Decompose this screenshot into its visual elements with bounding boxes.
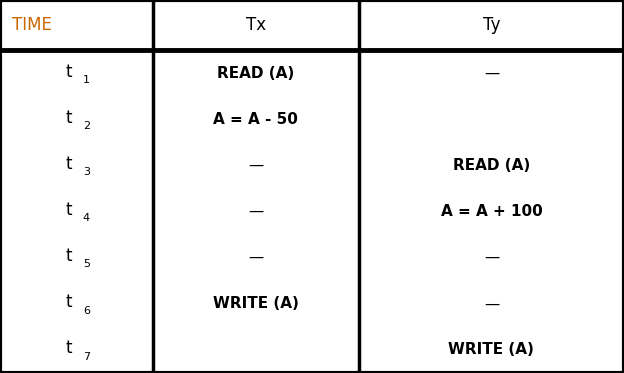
Text: WRITE (A): WRITE (A) bbox=[449, 342, 534, 357]
Text: t: t bbox=[66, 109, 72, 126]
Text: A = A - 50: A = A - 50 bbox=[213, 112, 298, 127]
Text: —: — bbox=[248, 250, 263, 265]
Text: t: t bbox=[66, 247, 72, 265]
Text: t: t bbox=[66, 201, 72, 219]
Text: —: — bbox=[248, 204, 263, 219]
Text: A = A + 100: A = A + 100 bbox=[441, 204, 542, 219]
Text: 1: 1 bbox=[83, 75, 90, 85]
Text: —: — bbox=[484, 250, 499, 265]
Text: 6: 6 bbox=[83, 305, 90, 316]
Text: Ty: Ty bbox=[482, 16, 500, 34]
Text: 4: 4 bbox=[83, 213, 90, 223]
Text: 5: 5 bbox=[83, 260, 90, 269]
Text: —: — bbox=[484, 66, 499, 81]
Text: —: — bbox=[248, 158, 263, 173]
Text: TIME: TIME bbox=[12, 16, 52, 34]
Text: READ (A): READ (A) bbox=[217, 66, 295, 81]
Text: t: t bbox=[66, 63, 72, 81]
Text: READ (A): READ (A) bbox=[453, 158, 530, 173]
Text: 7: 7 bbox=[83, 352, 90, 362]
Text: t: t bbox=[66, 293, 72, 311]
Text: 3: 3 bbox=[83, 167, 90, 177]
Text: t: t bbox=[66, 339, 72, 357]
Text: WRITE (A): WRITE (A) bbox=[213, 297, 299, 311]
Text: Tx: Tx bbox=[246, 16, 266, 34]
Text: t: t bbox=[66, 155, 72, 173]
Text: —: — bbox=[484, 297, 499, 311]
Text: 2: 2 bbox=[83, 121, 90, 131]
